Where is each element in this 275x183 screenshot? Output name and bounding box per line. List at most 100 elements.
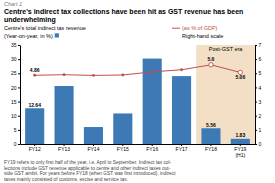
tick: 7	[255, 42, 262, 48]
axis-line	[21, 144, 256, 145]
tick-mark	[18, 102, 20, 103]
x-axis: FY12 FY13 FY14 FY15 FY16 FY17 FY18 FY19(H1)	[21, 144, 256, 158]
footnote-line: taxes mainly consisted of customs, excis…	[4, 177, 128, 182]
marker	[180, 68, 183, 71]
tick-mark	[255, 116, 257, 117]
marker	[33, 74, 36, 77]
tick: FY16	[146, 144, 158, 152]
tick-mark	[18, 116, 20, 117]
y2-axis: 0 1 2 3 4 5 6 7	[255, 42, 262, 147]
tick: 30	[11, 56, 20, 62]
tick: FY17	[176, 144, 188, 152]
tick-label-line: (H1)	[235, 152, 245, 158]
tick-label-line: FY18	[205, 146, 217, 152]
tick-label-line: FY17	[176, 146, 188, 152]
tick-mark	[255, 45, 257, 46]
plot-marks	[25, 45, 255, 144]
tick: 3	[255, 99, 262, 105]
tick: FY14	[87, 144, 99, 152]
tick: 15	[11, 99, 20, 105]
tick: FY13	[58, 144, 70, 152]
tick: 4	[255, 85, 262, 91]
tick: FY15	[117, 144, 129, 152]
title: Centre's indirect tax collections have b…	[4, 8, 243, 24]
title-line: underwhelming	[4, 16, 56, 24]
tick-label: FY19(H1)	[234, 146, 246, 158]
tick-mark	[18, 45, 20, 46]
tick: 20	[11, 85, 20, 91]
subtitle: Centre's total indirect tax revenue	[4, 25, 86, 31]
tick: 25	[11, 70, 20, 76]
tick-label-line: FY12	[29, 146, 41, 152]
tick-label: FY13	[58, 146, 70, 152]
tick-label-line: FY14	[87, 146, 99, 152]
tick-mark	[255, 73, 257, 74]
legend-label: (Year-on-year, in %)	[4, 33, 53, 39]
tick-label: FY15	[117, 146, 129, 152]
tick-label: FY12	[29, 146, 41, 152]
tick-mark	[255, 102, 257, 103]
tick: 5	[255, 70, 262, 76]
tick: 0	[14, 141, 20, 147]
tick-label: 30	[11, 56, 17, 62]
tick-mark	[255, 87, 257, 88]
tick: 5	[14, 127, 20, 133]
tick: 35	[11, 42, 20, 48]
marker	[209, 63, 213, 67]
footnote: FY19 refers to only first half of the ye…	[4, 160, 176, 182]
marker	[151, 70, 154, 73]
bar	[231, 139, 250, 144]
tick-label: 0	[14, 141, 17, 147]
tick-label: 15	[11, 99, 17, 105]
span-label: Post-GST era	[209, 46, 243, 52]
footnote-line: lections include GST revenue applicable …	[4, 166, 171, 171]
tick-label: 7	[259, 42, 262, 48]
tick: FY12	[29, 144, 41, 152]
tick-mark	[255, 59, 257, 60]
marker	[92, 74, 95, 77]
tick: 2	[255, 113, 262, 119]
tick-mark	[18, 59, 20, 60]
bar	[172, 76, 191, 144]
tick-label-line: FY13	[58, 146, 70, 152]
tick-mark	[18, 130, 20, 131]
tick-label: FY14	[87, 146, 99, 152]
title-line: Centre's indirect tax collections have b…	[4, 8, 243, 15]
legend-label: (as % of GDP)	[182, 25, 218, 31]
bar	[25, 108, 44, 144]
tick-label: 35	[11, 42, 17, 48]
footnote-line: side GST ambit. For years before FY18 (w…	[4, 171, 176, 176]
tick-label: 6	[259, 56, 262, 62]
tick-label: 10	[11, 113, 17, 119]
tick-label-line: FY15	[117, 146, 129, 152]
data-label: 5.6	[207, 56, 214, 62]
tick-mark	[18, 144, 20, 145]
tick-mark	[18, 73, 20, 74]
tick: FY19(H1)	[234, 144, 246, 158]
tick-label: 0	[259, 141, 262, 147]
tick: 10	[11, 113, 20, 119]
data-labels: 12.645.561.834.865.65.06	[28, 56, 245, 138]
tick-mark	[255, 130, 257, 131]
tick-label: FY17	[176, 146, 188, 152]
data-label: 12.64	[28, 102, 41, 108]
data-label: 4.86	[30, 67, 40, 73]
tick-label: 5	[14, 127, 17, 133]
tick-mark	[255, 144, 257, 145]
data-label: 1.83	[235, 132, 245, 138]
legend-swatch	[55, 33, 59, 37]
tick-label: FY18	[205, 146, 217, 152]
chart-svg: Chart 1Centre's indirect tax collections…	[0, 0, 275, 183]
tick: 1	[255, 127, 262, 133]
tick-label: 4	[259, 85, 262, 91]
marker	[63, 73, 66, 76]
tick-label: 1	[259, 127, 262, 133]
y-axis: 0 5 10 15 20 25 30 35	[11, 42, 21, 147]
footnote-line: FY19 refers to only first half of the ye…	[4, 160, 172, 165]
bar	[113, 113, 132, 144]
axis-line	[255, 46, 256, 145]
tick: FY18	[205, 144, 217, 152]
tick-label: 3	[259, 99, 262, 105]
axis-line	[20, 46, 21, 145]
legend-swatch	[172, 28, 180, 29]
